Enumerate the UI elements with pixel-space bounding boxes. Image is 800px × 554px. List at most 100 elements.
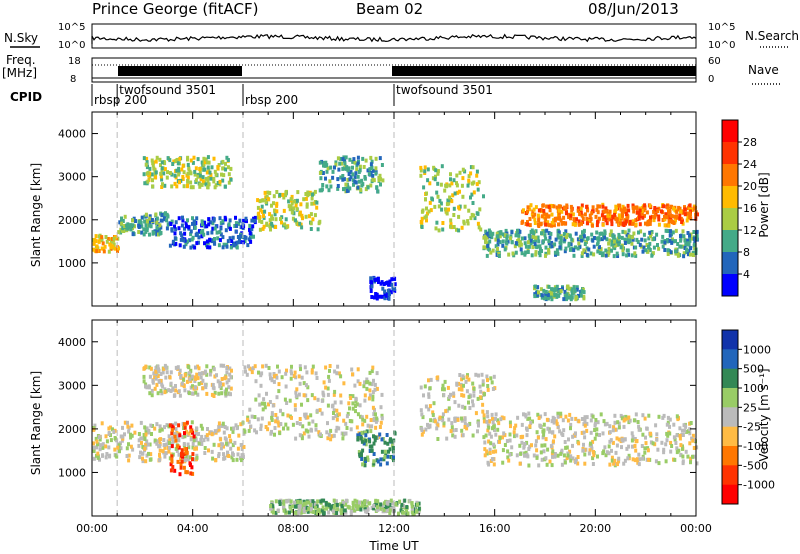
- data-cell: [202, 162, 206, 167]
- data-cell: [310, 509, 314, 514]
- data-cell: [557, 222, 560, 227]
- data-cell: [167, 388, 171, 393]
- data-cell: [363, 507, 367, 512]
- data-cell: [220, 423, 224, 428]
- data-cell: [324, 160, 328, 165]
- data-cell: [148, 166, 152, 171]
- colorbar-swatch: [722, 186, 738, 209]
- data-cell: [159, 372, 163, 376]
- data-cell: [379, 420, 383, 425]
- data-cell: [326, 436, 330, 441]
- data-cell: [186, 442, 190, 447]
- data-cell: [170, 424, 174, 429]
- data-cell: [199, 177, 203, 182]
- data-cell: [567, 286, 571, 291]
- data-cell: [388, 511, 392, 515]
- data-cell: [529, 238, 533, 243]
- data-cell: [193, 245, 197, 250]
- data-cell: [440, 207, 444, 212]
- data-cell: [159, 225, 163, 230]
- data-cell: [600, 231, 603, 236]
- data-cell: [595, 432, 599, 437]
- data-cell: [205, 224, 209, 229]
- data-cell: [327, 378, 331, 383]
- data-cell: [306, 398, 310, 403]
- data-cell: [184, 221, 188, 226]
- beam-title: Beam 02: [356, 0, 423, 18]
- data-cell: [463, 416, 467, 421]
- data-cell: [483, 453, 487, 458]
- data-cell: [585, 216, 589, 221]
- data-cell: [453, 434, 457, 439]
- data-cell: [515, 453, 519, 458]
- data-cell: [291, 504, 294, 509]
- data-cell: [158, 231, 162, 236]
- data-cell: [270, 418, 274, 422]
- data-cell: [479, 227, 483, 232]
- data-cell: [230, 455, 234, 460]
- data-cell: [610, 448, 613, 453]
- data-cell: [481, 379, 485, 384]
- data-cell: [548, 294, 552, 299]
- data-cell: [645, 426, 649, 431]
- data-cell: [173, 231, 177, 236]
- data-cell: [637, 427, 641, 432]
- data-cell: [559, 235, 563, 240]
- data-cell: [627, 234, 631, 239]
- data-cell: [144, 223, 148, 228]
- data-cell: [547, 204, 551, 209]
- data-cell: [553, 454, 557, 459]
- data-cell: [336, 177, 340, 182]
- data-cell: [648, 241, 652, 246]
- data-cell: [141, 451, 145, 456]
- data-cell: [375, 386, 379, 391]
- data-cell: [364, 438, 368, 443]
- data-cell: [335, 417, 339, 422]
- data-cell: [267, 402, 270, 407]
- data-cell: [189, 180, 193, 185]
- data-cell: [666, 229, 670, 233]
- data-cell: [182, 458, 186, 463]
- data-cell: [521, 236, 524, 241]
- data-cell: [311, 499, 315, 504]
- data-cell: [400, 502, 404, 507]
- data-cell: [370, 280, 373, 285]
- data-cell: [666, 205, 670, 210]
- data-cell: [210, 230, 214, 235]
- velocity-ylabel: Slant Range [km]: [29, 371, 43, 475]
- data-cell: [654, 207, 658, 212]
- data-cell: [114, 453, 118, 458]
- data-cell: [353, 175, 357, 180]
- data-cell: [544, 253, 547, 258]
- data-cell: [192, 438, 196, 443]
- colorbar-swatch: [722, 446, 738, 466]
- data-cell: [187, 371, 191, 376]
- data-cell: [476, 187, 480, 192]
- data-cell: [191, 471, 195, 476]
- data-cell: [294, 390, 298, 395]
- data-cell: [305, 204, 309, 209]
- data-cell: [625, 232, 629, 237]
- data-cell: [177, 438, 181, 443]
- data-cell: [599, 412, 603, 417]
- data-cell: [180, 452, 184, 457]
- data-cell: [231, 429, 235, 434]
- data-cell: [610, 218, 614, 223]
- data-cell: [218, 216, 222, 221]
- data-cell: [463, 425, 467, 429]
- data-cell: [147, 220, 151, 225]
- data-cell: [636, 240, 640, 244]
- panel-frame: [91, 319, 697, 517]
- data-cell: [662, 204, 665, 209]
- data-cell: [482, 415, 486, 420]
- data-cell: [666, 252, 670, 256]
- data-cell: [186, 178, 190, 183]
- data-cell: [555, 248, 559, 253]
- data-cell: [265, 391, 268, 396]
- data-cell: [173, 468, 177, 473]
- data-cell: [565, 445, 569, 450]
- data-cell: [691, 438, 695, 443]
- data-cell: [598, 204, 601, 209]
- data-cell: [474, 411, 478, 416]
- data-cell: [269, 376, 272, 381]
